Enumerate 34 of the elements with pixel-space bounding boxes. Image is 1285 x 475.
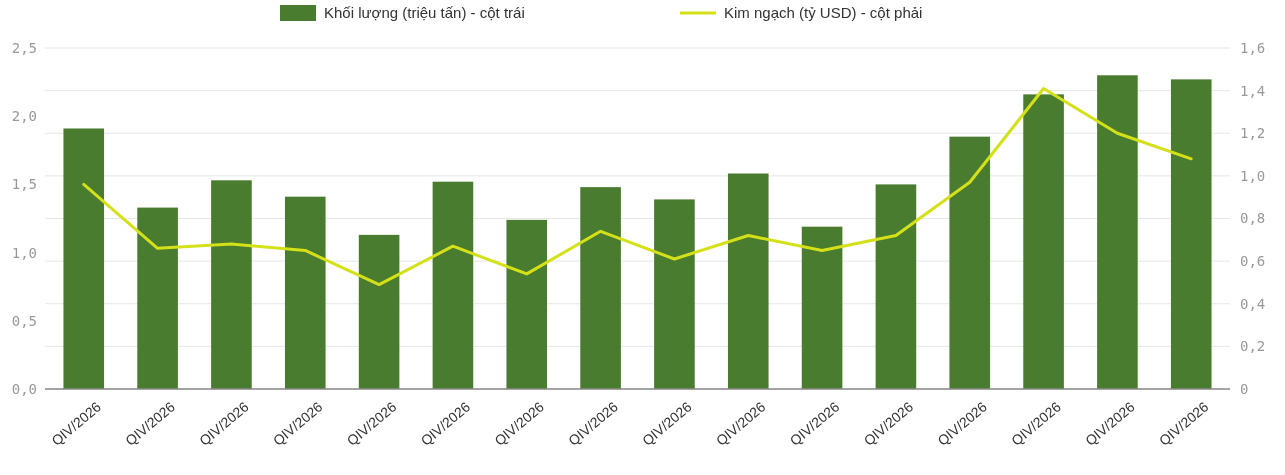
bar xyxy=(1097,75,1138,389)
y2-tick-label: 0,2 xyxy=(1240,338,1266,355)
bar xyxy=(875,184,917,389)
bar xyxy=(1170,79,1212,389)
bar xyxy=(284,196,326,389)
y2-tick-label: 1,2 xyxy=(1240,125,1266,142)
y2-tick-label: 0,4 xyxy=(1240,295,1266,312)
y2-tick-label: 1,0 xyxy=(1240,167,1266,184)
y2-tick-label: 0 xyxy=(1240,380,1249,397)
bar xyxy=(580,187,621,389)
legend-label: Khối lượng (triệu tấn) - cột trái xyxy=(324,4,525,21)
y-tick-label: 0,0 xyxy=(11,380,37,397)
bar xyxy=(727,173,769,389)
legend-label: Kim ngạch (tỷ USD) - cột phải xyxy=(724,4,923,21)
y-tick-label: 2,0 xyxy=(11,108,37,125)
line-series xyxy=(82,86,1193,287)
y2-tick-label: 1,6 xyxy=(1240,39,1266,56)
y2-tick-label: 1,4 xyxy=(1240,82,1266,99)
bar xyxy=(211,180,252,389)
bar xyxy=(63,128,105,389)
bar xyxy=(1023,94,1064,389)
bar xyxy=(358,234,400,389)
bar xyxy=(949,136,991,389)
bar xyxy=(432,181,474,389)
bar xyxy=(801,226,843,389)
y-tick-label: 1,0 xyxy=(11,244,37,261)
y2-tick-label: 0,8 xyxy=(1240,210,1266,227)
y2-tick-label: 0,6 xyxy=(1240,253,1266,270)
y-tick-label: 2,5 xyxy=(11,39,37,56)
bar xyxy=(506,219,548,389)
bar xyxy=(137,207,178,389)
y-tick-label: 0,5 xyxy=(11,312,37,329)
y-tick-label: 1,5 xyxy=(11,176,37,193)
bar xyxy=(654,199,695,389)
